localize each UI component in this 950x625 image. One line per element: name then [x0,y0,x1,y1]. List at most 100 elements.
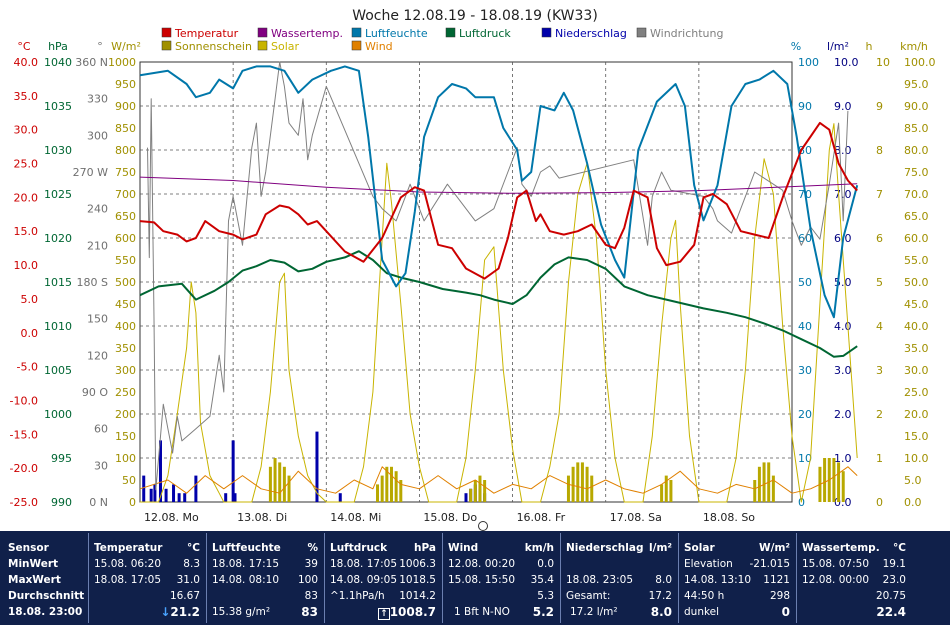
tick-label-temp: 0.0 [21,327,39,340]
x-tick-label: 18.08. So [703,511,755,524]
tick-label-solar: 450 [115,298,136,311]
bar-sonnenschein [566,475,570,502]
tick-label-wind: 0.0 [904,496,922,509]
x-tick-label: 16.08. Fr [517,511,566,524]
solar-unit: W/m² [759,542,790,554]
pressure-unit: hPa [414,542,436,554]
tick-label-wind: 100.0 [904,56,936,69]
tick-label-wind: 40.0 [904,320,929,333]
axis-unit-sun: h [866,40,873,53]
wind-current: 5.2 [532,605,554,619]
tick-label-sun: 2 [876,408,883,421]
legend-label: Temperatur [174,27,239,40]
tick-label-solar: 500 [115,276,136,289]
tick-label-solar: 650 [115,210,136,223]
rain-unit: l/m² [649,542,672,554]
tick-label-press: 990 [51,496,72,509]
tick-label-solar: 850 [115,122,136,135]
tick-label-rain: 10.0 [834,56,859,69]
tick-label-press: 995 [51,452,72,465]
x-tick-label: 12.08. Mo [144,511,199,524]
tick-label-solar: 250 [115,386,136,399]
bar-sonnenschein [273,458,277,502]
bar-sonnenschein [590,475,594,502]
tick-label-temp: 25.0 [14,158,39,171]
tick-label-wind: 90.0 [904,100,929,113]
tick-label-sun: 4 [876,320,883,333]
tick-label-hum: 40 [798,320,812,333]
bar-sonnenschein [399,480,403,502]
series-line-windrichtung [147,61,849,491]
tick-label-sun: 5 [876,276,883,289]
tick-label-wind: 60.0 [904,232,929,245]
solar-current: 0 [781,605,790,619]
bar-niederschlag [142,475,146,502]
avg-label: Durchschnitt [8,590,85,602]
tick-label-hum: 20 [798,408,812,421]
bar-niederschlag [194,475,198,502]
legend-swatch [161,27,172,38]
tick-label-wind: 20.0 [904,408,929,421]
tick-label-wind: 75.0 [904,166,929,179]
solar-elevation: -21.015 [749,558,790,570]
tick-label-solar: 350 [115,342,136,355]
bar-sonnenschein [823,458,827,502]
axis-unit-hum: % [791,40,801,53]
bar-sonnenschein [585,466,589,502]
wind-min-value: 0.0 [537,558,554,570]
bar-niederschlag [231,440,235,502]
tick-label-solar: 800 [115,144,136,157]
rain-total: 17.2 [648,590,672,602]
tick-label-temp: 15.0 [14,225,39,238]
series-line-wassertemp [139,176,858,194]
rain-max-value: 8.0 [655,574,672,586]
axis-unit-rain: l/m² [827,40,849,53]
temperature-unit: °C [187,542,200,554]
solar-max-value: 1121 [763,574,790,586]
bar-sonnenschein [753,480,757,502]
wind-min-time: 12.08. 00:20 [448,558,515,570]
bar-sonnenschein [771,475,775,502]
bar-sonnenschein [669,480,673,502]
tick-label-wind: 80.0 [904,144,929,157]
tick-label-rain: 1.0 [834,452,852,465]
water-temp-max-value: 23.0 [882,574,906,586]
tick-label-hum: 0 [798,496,805,509]
tick-label-press: 1010 [44,320,72,333]
bar-sonnenschein [837,462,841,502]
wind-avg: 5.3 [537,590,554,602]
tick-label-temp: -10.0 [10,394,38,407]
tick-label-temp: 35.0 [14,90,39,103]
series-line-luftdruck [139,250,858,358]
rain-max-time: 18.08. 23:05 [566,574,633,586]
tick-label-rain: 4.0 [834,320,852,333]
chart-title: Woche 12.08.19 - 18.08.19 (KW33) [352,8,598,24]
tick-label-press: 1005 [44,364,72,377]
humidity-max-time: 14.08. 08:10 [212,574,279,586]
solar-elevation-label: Elevation [684,558,733,570]
tick-label-hum: 90 [798,100,812,113]
tick-label-solar: 700 [115,188,136,201]
tick-label-solar: 950 [115,78,136,91]
axis-unit-dir: ° [97,40,103,53]
pressure-trend: ^1.1hPa/h [330,590,385,602]
sunshine-hours: 44:50 h [684,590,725,602]
tick-label-wind: 85.0 [904,122,929,135]
tick-label-solar: 400 [115,320,136,333]
tick-label-dir: 330 [87,93,108,106]
tick-label-sun: 10 [876,56,890,69]
tick-label-dir: 180 S [77,276,108,289]
tick-label-wind: 45.0 [904,298,929,311]
legend-label: Luftdruck [459,27,511,40]
temperature-current: ↓21.2 [160,605,200,619]
tick-label-dir: 90 O [82,386,108,399]
bar-sonnenschein [762,462,766,502]
column-divider [88,533,89,623]
rain-sum: 17.2 l/m² [570,606,618,618]
tick-label-solar: 600 [115,232,136,245]
pressure-avg: 1014.2 [399,590,436,602]
tick-label-wind: 50.0 [904,276,929,289]
bar-sonnenschein [287,475,291,502]
legend-swatch [257,27,268,38]
legend-label: Solar [271,40,300,53]
